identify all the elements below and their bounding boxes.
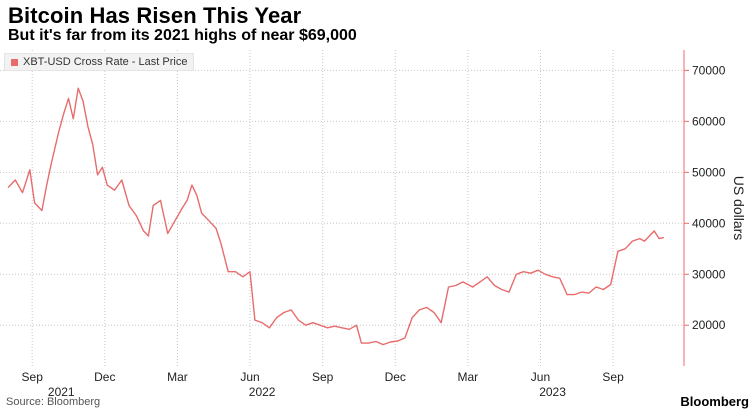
y-tick-label: 30000 [692, 267, 726, 281]
brand-logo: Bloomberg [680, 394, 749, 409]
x-tick-label: Sep [22, 370, 44, 384]
x-tick-label: Sep [602, 370, 624, 384]
legend-label: XBT-USD Cross Rate - Last Price [23, 56, 188, 68]
y-tick-label: 70000 [692, 63, 726, 77]
x-tick-label: Sep [312, 370, 334, 384]
x-tick-label: Mar [167, 370, 188, 384]
axis-layer: 20000 30000 40000 50000 60000 70000 Sep Dec Mar J… [22, 50, 726, 399]
price-series-line [7, 87, 665, 346]
legend: XBT-USD Cross Rate - Last Price [4, 53, 195, 71]
series-layer [7, 87, 665, 346]
x-year-label: 2023 [539, 385, 566, 399]
x-tick-label: Dec [94, 370, 115, 384]
x-tick-label: Jun [531, 370, 550, 384]
x-tick-label: Mar [458, 370, 479, 384]
y-tick-label: 60000 [692, 114, 726, 128]
y-tick-label: 20000 [692, 318, 726, 332]
legend-swatch [11, 58, 18, 66]
grid-layer [0, 50, 684, 366]
y-axis-title: US dollars [731, 176, 747, 241]
x-tick-label: Jun [240, 370, 259, 384]
chart-subtitle: But it's far from its 2021 highs of near… [8, 27, 357, 44]
chart-title: Bitcoin Has Risen This Year [8, 3, 302, 28]
x-year-label: 2022 [249, 385, 276, 399]
x-tick-label: Dec [385, 370, 406, 384]
y-tick-label: 40000 [692, 216, 726, 230]
source-note: Source: Bloomberg [6, 396, 101, 408]
x-year-label: 2021 [48, 385, 75, 399]
y-tick-label: 50000 [692, 165, 726, 179]
